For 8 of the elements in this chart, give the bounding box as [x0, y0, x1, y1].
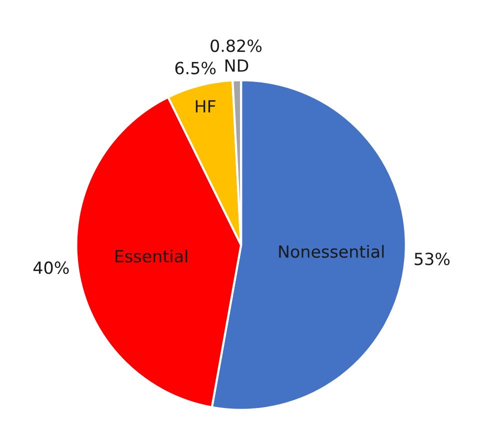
- slice-label: ND: [225, 59, 248, 72]
- data-label: 40%: [33, 261, 69, 274]
- slice-label: Nonessential: [279, 244, 384, 258]
- data-label: 6.5%: [175, 62, 216, 74]
- slice-label: HF: [196, 100, 216, 112]
- data-label: 0.82%: [210, 40, 262, 52]
- data-label: 53%: [414, 252, 450, 266]
- slice-label: Essential: [116, 250, 188, 263]
